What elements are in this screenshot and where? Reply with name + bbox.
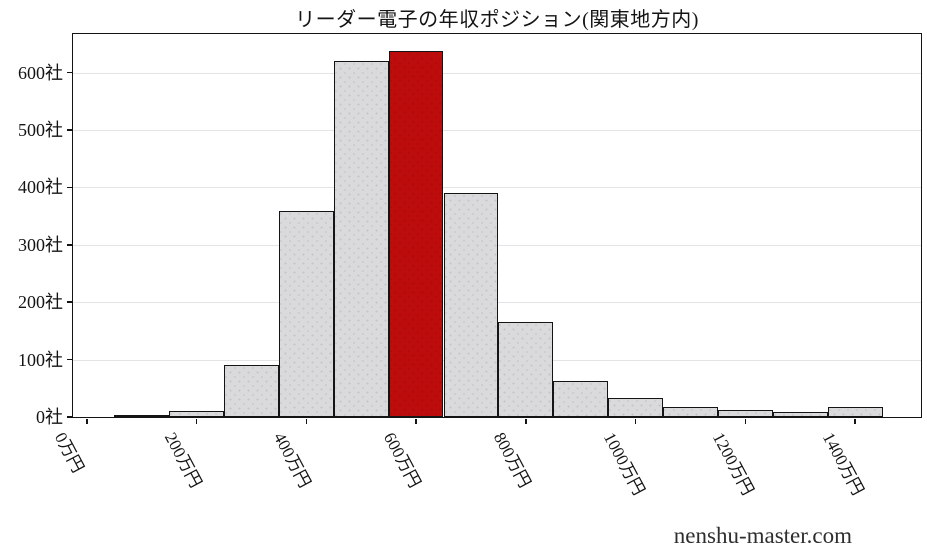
y-tick-label-100: 100社 [18, 349, 63, 370]
x-tick-label-1000: 1000万円 [599, 427, 689, 498]
histogram-bar-400万円 [278, 211, 334, 417]
y-tick-label-300: 300社 [18, 234, 63, 255]
x-tick-1000 [634, 418, 637, 424]
x-tick-label-text: 400万円 [270, 429, 315, 491]
x-tick-200 [195, 418, 198, 424]
y-tick-600 [67, 71, 72, 74]
x-tick-label-1200: 1200万円 [709, 427, 798, 498]
x-tick-label-0: 0万円 [50, 427, 115, 475]
chart-title: リーダー電子の年収ポジション(関東地方内) [295, 9, 699, 31]
y-tick-label-400: 400社 [18, 177, 63, 198]
histogram-bar-900万円 [553, 381, 609, 417]
histogram-bar-1000万円 [608, 398, 663, 417]
y-tick-label-0: 0社 [36, 407, 63, 427]
y-tick-0 [67, 416, 72, 418]
y-tick-label-500: 500社 [18, 119, 63, 140]
x-tick-label-text: 1400万円 [818, 429, 868, 499]
watermark-text: nenshu-master.com [673, 523, 852, 548]
histogram-bar-600万円 [388, 50, 444, 417]
plot-area [73, 34, 921, 417]
x-tick-label-text: 1200万円 [709, 429, 758, 499]
y-tick-400 [67, 186, 72, 189]
x-tick-label-text: 800万円 [489, 429, 535, 491]
x-tick-label-text: 0万円 [50, 429, 88, 476]
histogram-bar-500万円 [333, 61, 389, 417]
x-tick-label-200: 200万円 [160, 427, 242, 490]
x-tick-label-1400: 1400万円 [819, 427, 908, 498]
histogram-bar-1400万円 [827, 406, 883, 417]
x-tick-label-800: 800万円 [490, 427, 571, 490]
histogram-bar-1300万円 [772, 411, 828, 417]
gridline-600社 [73, 72, 921, 74]
x-tick-800 [525, 418, 527, 424]
histogram-bar-100万円 [114, 415, 170, 417]
x-tick-label-text: 600万円 [379, 429, 425, 491]
x-tick-1400 [854, 418, 856, 424]
y-tick-label-200: 200社 [18, 292, 63, 313]
gridline-500社 [73, 129, 921, 131]
histogram-bar-700万円 [443, 193, 499, 417]
y-tick-300 [67, 244, 72, 246]
x-tick-400 [305, 418, 307, 424]
y-tick-label-600: 600社 [18, 62, 63, 83]
histogram-bar-1100万円 [663, 406, 718, 417]
y-tick-200 [67, 301, 72, 303]
x-tick-label-400: 400万円 [270, 427, 351, 490]
x-tick-600 [415, 418, 417, 424]
histogram-bar-200万円 [169, 411, 224, 417]
x-tick-label-600: 600万円 [380, 427, 461, 490]
x-tick-1200 [744, 418, 747, 424]
gridline-400社 [73, 187, 921, 189]
histogram-bar-800万円 [498, 322, 554, 417]
y-tick-100 [67, 358, 72, 361]
y-tick-500 [67, 129, 72, 131]
x-tick-label-text: 200万円 [160, 429, 206, 491]
x-tick-label-text: 1000万円 [599, 429, 649, 499]
histogram-bar-300万円 [223, 365, 279, 417]
histogram-bar-1200万円 [717, 410, 773, 417]
x-tick-0 [86, 418, 88, 424]
